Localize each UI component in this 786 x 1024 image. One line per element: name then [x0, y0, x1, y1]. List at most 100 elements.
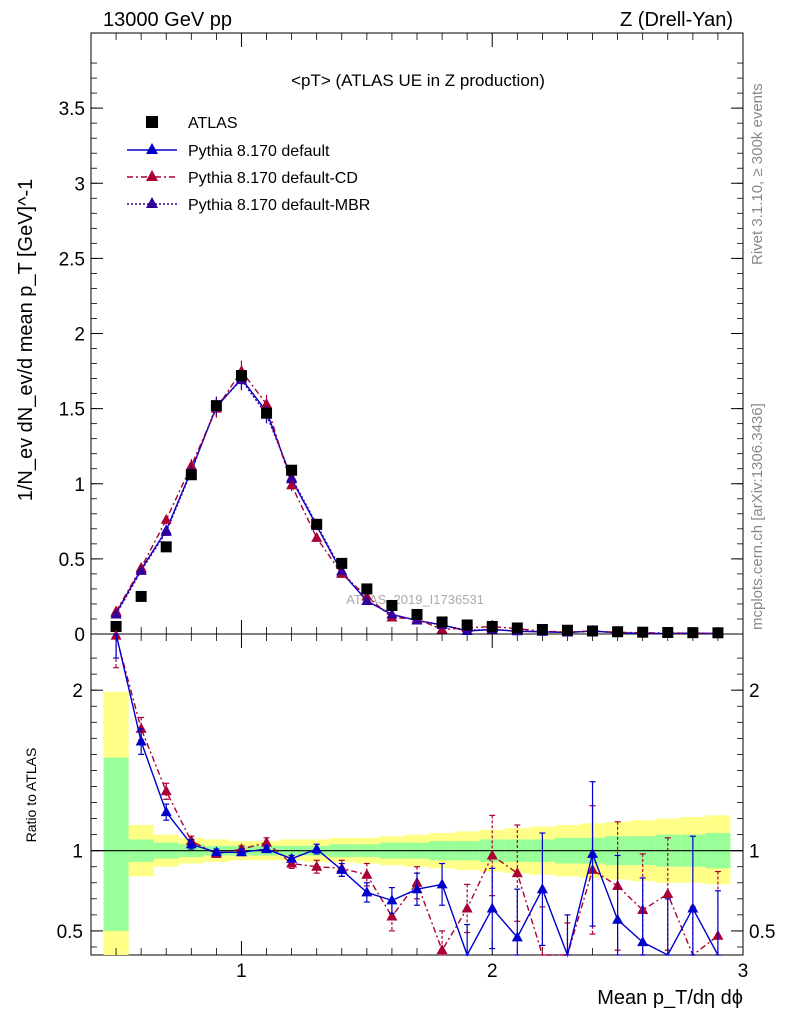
main-ytick-label-0: 0 — [74, 625, 85, 646]
ratio-point-cd-22 — [662, 888, 674, 899]
main-point-3-1 — [135, 564, 147, 575]
main-point-2-6 — [261, 398, 273, 409]
ratio-point-default-12 — [411, 883, 423, 894]
mcplots-label: mcplots.cern.ch [arXiv:1306.3436] — [749, 403, 766, 630]
main-ytick-label-4: 2 — [74, 325, 85, 346]
main-ytick-label-7: 3.5 — [59, 99, 85, 120]
ratio-line-cd — [115, 635, 719, 957]
atlas-point-23 — [687, 627, 699, 639]
main-ytick-label-6: 3 — [74, 174, 85, 195]
ratio-series-marks — [110, 629, 724, 958]
ratio-point-default-1 — [135, 735, 147, 746]
ratio-point-cd-6 — [261, 836, 273, 847]
atlas-point-12 — [411, 608, 423, 620]
analysis-watermark: ATLAS_2019_I1736531 — [346, 592, 484, 607]
atlas-point-20 — [612, 626, 624, 638]
y-axis-label-main: 1/N_ev dN_ev/d mean p_T [GeV]^-1 — [15, 179, 37, 502]
ratio-point-default-4 — [210, 846, 222, 857]
ratio-point-default-11 — [386, 894, 398, 905]
legend-label-default: Pythia 8.170 default — [188, 143, 330, 160]
atlas-point-24 — [712, 627, 724, 639]
process-label: Z (Drell-Yan) — [620, 9, 733, 31]
ratio-uncertainty-bands — [103, 691, 731, 955]
atlas-point-7 — [286, 464, 298, 476]
ratio-point-default-7 — [286, 852, 298, 863]
x-tick-label-2: 3 — [738, 961, 749, 982]
ratio-point-cd-13 — [436, 944, 448, 955]
atlas-point-10 — [361, 583, 373, 595]
main-series-marks — [110, 360, 724, 639]
ratio-point-default-20 — [612, 913, 624, 924]
ratio-ytick-label-right-0: 0.5 — [749, 922, 775, 943]
main-point-2-7 — [286, 479, 298, 490]
main-point-2-8 — [311, 531, 323, 542]
ratio-point-default-10 — [361, 886, 373, 897]
main-point-2-3 — [185, 459, 197, 470]
atlas-point-13 — [436, 616, 448, 628]
atlas-point-18 — [561, 624, 573, 636]
ratio-point-default-17 — [536, 883, 548, 894]
atlas-point-8 — [311, 518, 323, 530]
atlas-point-9 — [336, 557, 348, 569]
ratio-point-default-3 — [185, 838, 197, 849]
rivet-label: Rivet 3.1.10, ≥ 300k events — [749, 83, 766, 265]
ratio-point-default-13 — [436, 878, 448, 889]
ratio-point-cd-15 — [486, 849, 498, 860]
x-tick-label-0: 1 — [236, 961, 247, 982]
legend-label-cd: Pythia 8.170 default-CD — [188, 170, 358, 187]
legend-label-mbr: Pythia 8.170 default-MBR — [188, 197, 370, 214]
ratio-ytick-label-left-1: 1 — [72, 842, 83, 863]
ratio-ytick-label-right-1: 1 — [749, 842, 760, 863]
atlas-point-4 — [210, 400, 222, 412]
legend-label-atlas: ATLAS — [188, 115, 238, 132]
legend-marker-cd — [146, 170, 158, 181]
atlas-point-6 — [261, 407, 273, 419]
ratio-line-default — [115, 633, 719, 958]
atlas-point-19 — [587, 625, 599, 637]
main-point-2-2 — [160, 513, 172, 524]
energy-label: 13000 GeV pp — [103, 9, 232, 31]
ratio-point-default-21 — [637, 936, 649, 947]
ratio-axis-ticks: 0.5 0.5 1 1 2 2 — [57, 657, 775, 948]
main-point-3-11 — [386, 608, 398, 619]
ratio-point-default-19 — [587, 847, 599, 858]
main-ytick-label-2: 1 — [74, 475, 85, 496]
atlas-point-0 — [110, 620, 122, 632]
ratio-point-default-23 — [687, 902, 699, 913]
ratio-ytick-label-left-0: 0.5 — [57, 922, 83, 943]
ratio-ytick-label-right-2: 2 — [749, 681, 760, 702]
ratio-point-cd-11 — [386, 910, 398, 921]
main-point-3-9 — [336, 564, 348, 575]
ratio-point-cd-16 — [511, 867, 523, 878]
main-ytick-label-3: 1.5 — [59, 400, 85, 421]
legend-marker-mbr — [146, 197, 158, 208]
atlas-point-15 — [486, 620, 498, 632]
atlas-point-14 — [461, 619, 473, 631]
ratio-point-cd-10 — [361, 868, 373, 879]
ratio-point-default-5 — [235, 846, 247, 857]
x-tick-label-1: 2 — [487, 961, 498, 982]
x-axis-label: Mean p_T/dη dϕ — [597, 987, 743, 1009]
main-ytick-label-5: 2.5 — [59, 249, 85, 270]
ratio-point-default-9 — [336, 863, 348, 874]
main-point-3-0 — [110, 608, 122, 619]
legend-marker-default — [146, 143, 158, 154]
ratio-point-cd-2 — [160, 785, 172, 796]
band-inner-0 — [103, 757, 129, 931]
main-axis-ticks: 0 0.5 1 1.5 2 2.5 3 3.5 — [59, 62, 743, 646]
main-ytick-label-1: 0.5 — [59, 550, 85, 571]
ratio-point-cd-8 — [311, 860, 323, 871]
legend: ATLAS Pythia 8.170 default Pythia 8.170 … — [127, 115, 370, 214]
atlas-point-2 — [160, 541, 172, 553]
legend-marker-atlas — [146, 116, 158, 128]
plot-title: <pT> (ATLAS UE in Z production) — [291, 71, 545, 90]
main-point-3-2 — [160, 525, 172, 536]
main-point-3-7 — [286, 471, 298, 482]
ratio-point-default-2 — [160, 806, 172, 817]
atlas-point-1 — [135, 590, 147, 602]
atlas-point-5 — [235, 370, 247, 382]
ratio-panel-frame — [90, 633, 744, 956]
ratio-point-default-16 — [511, 931, 523, 942]
ratio-point-default-6 — [261, 843, 273, 854]
